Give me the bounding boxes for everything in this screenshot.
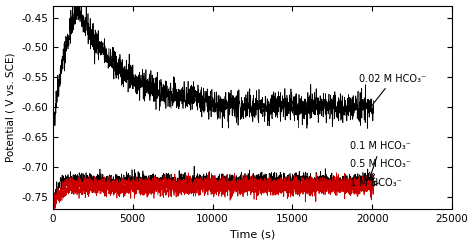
X-axis label: Time (s): Time (s) [230,230,275,239]
Text: 0.02 M HCO₃⁻: 0.02 M HCO₃⁻ [359,74,427,110]
Y-axis label: Potential ( V vs. SCE): Potential ( V vs. SCE) [6,52,16,162]
Text: 1 M HCO₃⁻: 1 M HCO₃⁻ [350,178,401,188]
Text: 0.1 M HCO₃⁻: 0.1 M HCO₃⁻ [350,141,411,176]
Text: 0.5 M HCO₃⁻: 0.5 M HCO₃⁻ [350,159,411,180]
